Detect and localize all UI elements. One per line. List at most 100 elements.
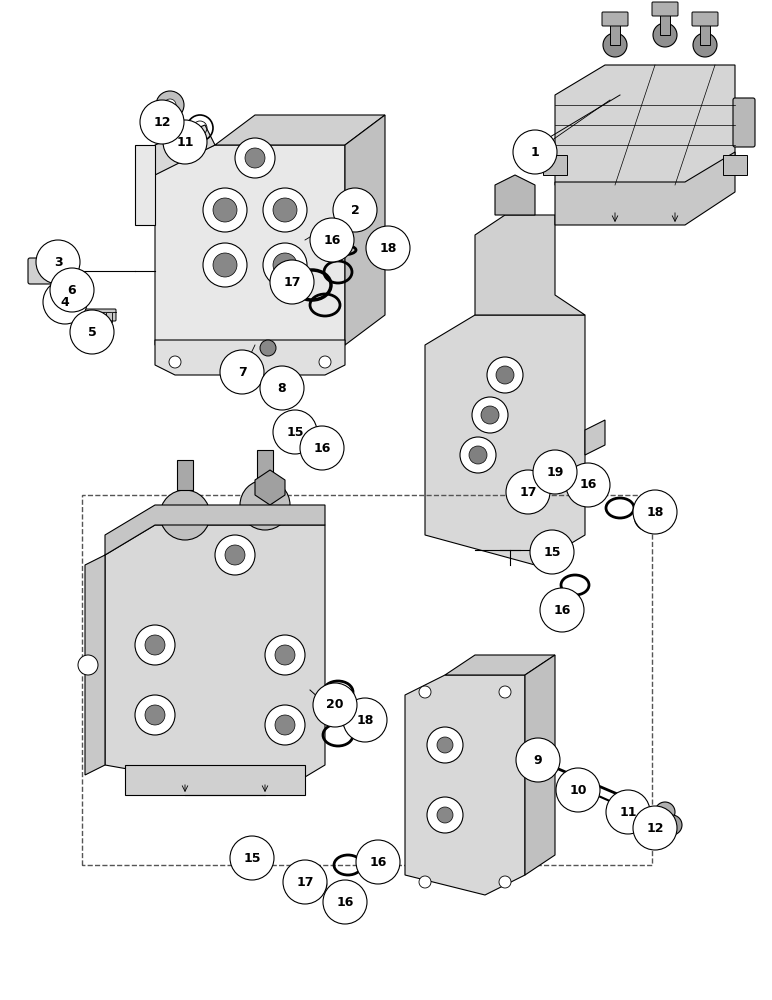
Circle shape <box>506 470 550 514</box>
Circle shape <box>437 807 453 823</box>
Text: 6: 6 <box>68 284 76 296</box>
Circle shape <box>323 880 367 924</box>
Circle shape <box>215 535 255 575</box>
Circle shape <box>283 860 327 904</box>
Polygon shape <box>555 65 735 185</box>
Circle shape <box>566 463 610 507</box>
Polygon shape <box>700 20 710 45</box>
Circle shape <box>427 797 463 833</box>
Circle shape <box>230 836 274 880</box>
FancyBboxPatch shape <box>652 2 678 16</box>
FancyBboxPatch shape <box>54 284 91 296</box>
Circle shape <box>633 806 677 850</box>
Polygon shape <box>155 125 215 175</box>
Circle shape <box>633 490 677 534</box>
Circle shape <box>693 33 717 57</box>
Polygon shape <box>125 765 305 795</box>
Circle shape <box>481 406 499 424</box>
Polygon shape <box>660 10 670 35</box>
Text: 17: 17 <box>296 876 313 888</box>
Circle shape <box>156 91 184 119</box>
Text: 20: 20 <box>327 698 344 712</box>
Text: 5: 5 <box>88 326 96 338</box>
Circle shape <box>235 138 275 178</box>
Text: 15: 15 <box>543 545 560 558</box>
Text: 10: 10 <box>569 784 587 796</box>
Circle shape <box>469 446 487 464</box>
Circle shape <box>419 876 431 888</box>
Circle shape <box>496 366 514 384</box>
Circle shape <box>534 754 550 770</box>
Circle shape <box>499 686 511 698</box>
Text: 16: 16 <box>313 442 330 454</box>
Circle shape <box>163 120 207 164</box>
Text: 11: 11 <box>176 135 194 148</box>
Circle shape <box>273 410 317 454</box>
Text: 4: 4 <box>61 296 69 308</box>
Text: 15: 15 <box>286 426 303 438</box>
Circle shape <box>472 397 508 433</box>
Text: 16: 16 <box>337 896 354 908</box>
Text: 16: 16 <box>554 603 571 616</box>
Text: 17: 17 <box>520 486 537 498</box>
Circle shape <box>263 188 307 232</box>
FancyBboxPatch shape <box>692 12 718 26</box>
Polygon shape <box>555 152 735 225</box>
Circle shape <box>275 715 295 735</box>
Circle shape <box>203 243 247 287</box>
Circle shape <box>310 218 354 262</box>
Circle shape <box>50 268 94 312</box>
Circle shape <box>653 23 677 47</box>
Circle shape <box>160 490 210 540</box>
Circle shape <box>606 790 650 834</box>
Circle shape <box>662 815 682 835</box>
Circle shape <box>145 635 165 655</box>
Text: 18: 18 <box>646 506 664 518</box>
Circle shape <box>203 188 247 232</box>
Polygon shape <box>105 525 325 795</box>
Text: 3: 3 <box>54 255 63 268</box>
Text: 18: 18 <box>357 714 374 726</box>
Circle shape <box>366 226 410 270</box>
Circle shape <box>300 426 344 470</box>
Polygon shape <box>257 450 273 480</box>
Circle shape <box>513 130 557 174</box>
Circle shape <box>263 243 307 287</box>
Circle shape <box>265 705 305 745</box>
Circle shape <box>333 188 377 232</box>
Polygon shape <box>445 655 555 675</box>
FancyBboxPatch shape <box>28 258 77 284</box>
Text: 1: 1 <box>530 145 540 158</box>
Text: 16: 16 <box>323 233 340 246</box>
Circle shape <box>603 33 627 57</box>
Polygon shape <box>610 20 620 45</box>
Circle shape <box>240 480 290 530</box>
Circle shape <box>499 876 511 888</box>
FancyBboxPatch shape <box>733 98 755 147</box>
Circle shape <box>225 545 245 565</box>
Polygon shape <box>345 115 385 345</box>
Circle shape <box>556 768 600 812</box>
Text: 15: 15 <box>243 852 261 864</box>
Circle shape <box>419 686 431 698</box>
Circle shape <box>460 437 496 473</box>
Circle shape <box>135 625 175 665</box>
Circle shape <box>343 698 387 742</box>
Circle shape <box>164 99 176 111</box>
Polygon shape <box>215 115 385 145</box>
Polygon shape <box>85 555 105 775</box>
Circle shape <box>356 840 400 884</box>
Text: 7: 7 <box>238 365 246 378</box>
Polygon shape <box>105 505 325 555</box>
Circle shape <box>36 240 80 284</box>
Circle shape <box>516 738 560 782</box>
Polygon shape <box>475 215 585 315</box>
Circle shape <box>140 100 184 144</box>
Text: 9: 9 <box>533 754 542 766</box>
Circle shape <box>530 530 574 574</box>
Circle shape <box>275 645 295 665</box>
Circle shape <box>169 356 181 368</box>
Polygon shape <box>495 175 535 215</box>
Circle shape <box>540 588 584 632</box>
Text: 2: 2 <box>350 204 360 217</box>
